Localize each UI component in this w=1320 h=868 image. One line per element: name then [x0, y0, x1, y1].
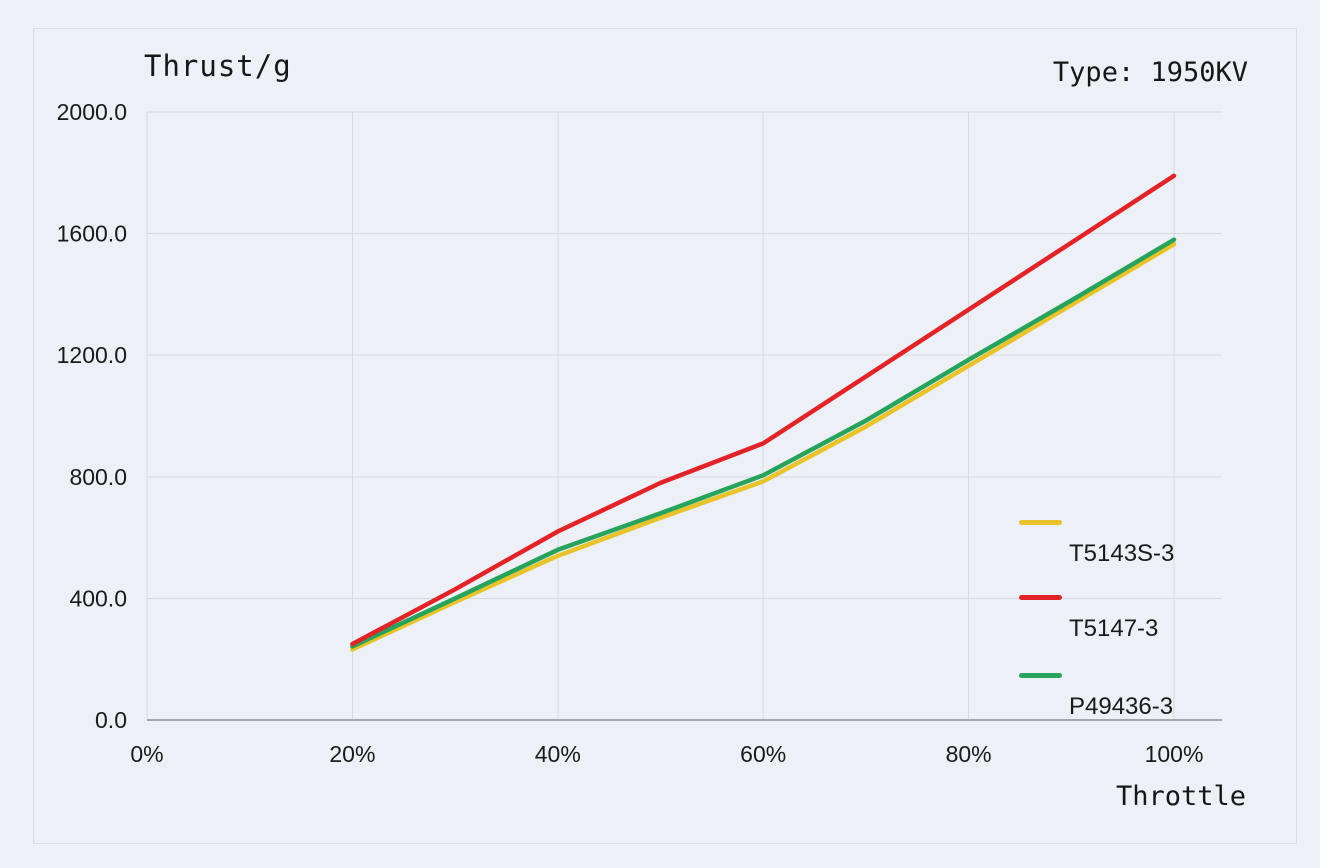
legend-item-p49436-3: P49436-3 [1019, 667, 1249, 737]
legend-swatch-t5143s-3 [1019, 520, 1062, 525]
legend-item-t5147-3: T5147-3 [1019, 589, 1249, 659]
chart-title: Thrust/g [144, 49, 292, 83]
legend-swatch-p49436-3 [1019, 673, 1062, 678]
legend-swatch-t5147-3 [1019, 595, 1062, 600]
x-tick-label: 0% [130, 741, 163, 767]
x-axis-title: Throttle [1116, 781, 1247, 812]
x-tick-label: 40% [535, 741, 581, 767]
y-tick-label: 800.0 [69, 464, 127, 490]
chart-panel: 0.0 400.0 800.0 1200.0 1600.0 2000.0 0% 20% 40% 6… [33, 28, 1297, 844]
motor-type-label: Type: 1950KV [1052, 57, 1248, 88]
y-tick-label: 0.0 [95, 707, 127, 733]
series-line-t5143s-3 [350, 241, 1177, 652]
series-line-p49436-3 [350, 237, 1177, 649]
x-tick-label: 80% [946, 741, 992, 767]
y-tick-label: 400.0 [69, 585, 127, 611]
y-tick-label: 1200.0 [57, 342, 127, 368]
x-tick-label: 20% [329, 741, 375, 767]
legend-label-p49436-3: P49436-3 [1069, 693, 1174, 720]
plot-svg: 0.0 400.0 800.0 1200.0 1600.0 2000.0 0% 20% 40% 6… [57, 99, 1222, 767]
series-line-t5147-3 [350, 173, 1177, 647]
x-tick-label: 60% [740, 741, 786, 767]
legend-item-t5143s-3: T5143S-3 [1019, 514, 1249, 584]
x-tick-label: 100% [1145, 741, 1204, 767]
y-tick-label: 1600.0 [57, 221, 127, 247]
y-tick-label: 2000.0 [57, 99, 127, 125]
legend-label-t5143s-3: T5143S-3 [1069, 540, 1175, 567]
legend-label-t5147-3: T5147-3 [1069, 615, 1159, 642]
